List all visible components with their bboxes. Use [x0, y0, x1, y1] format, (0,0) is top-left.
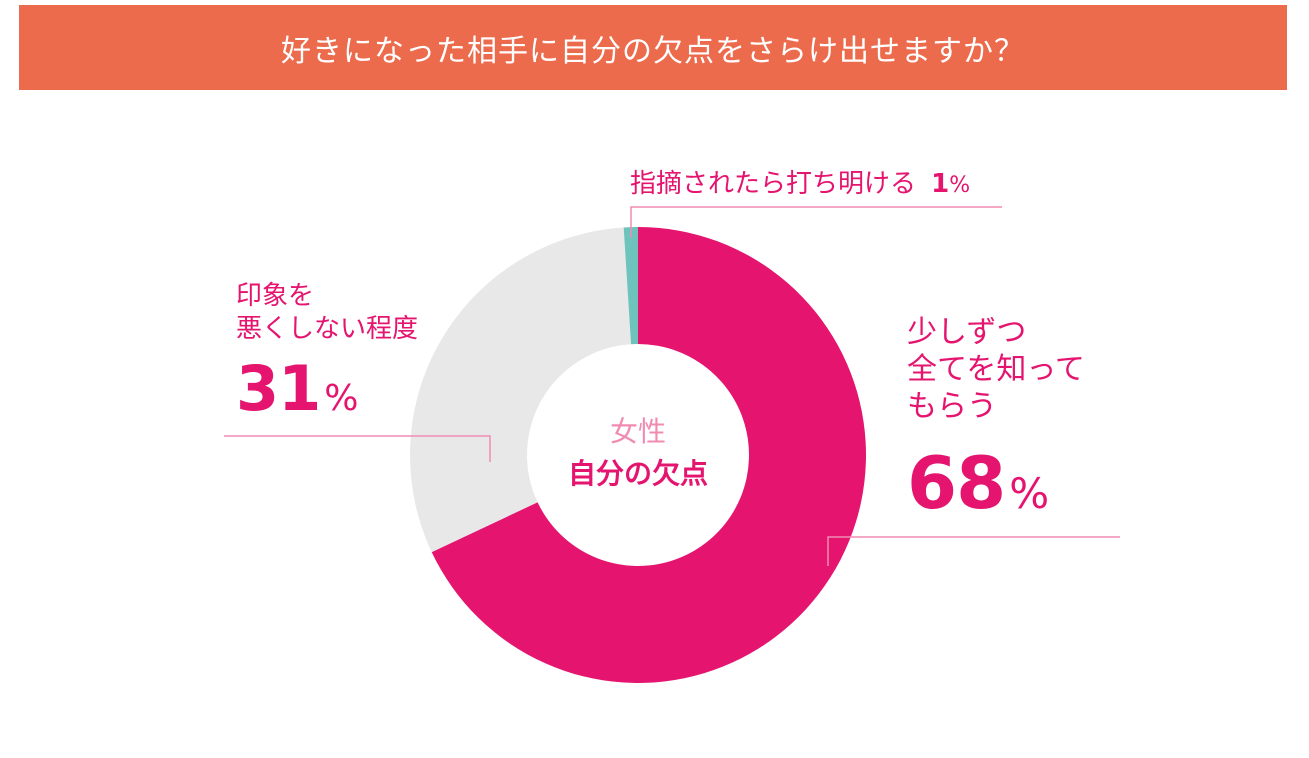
center-label-bottom: 自分の欠点 [567, 457, 708, 490]
leader-line-small [630, 206, 1002, 238]
label-small-slice: 指摘されたら打ち明ける 1% [630, 163, 970, 200]
label-right-line2: 全てを知って [907, 352, 1085, 387]
slice-small [623, 227, 638, 345]
donut-slices [409, 227, 867, 684]
label-left-pct: 31 [236, 352, 321, 425]
label-right-line3: もらう [907, 389, 997, 424]
label-left-slice: 印象を 悪くしない程度 31% [236, 280, 418, 420]
slice-main [431, 227, 867, 684]
slice-secondary [409, 227, 632, 553]
title-bar: 好きになった相手に自分の欠点をさらけ出せますか？ [19, 5, 1287, 90]
label-small-pct: 1 [931, 169, 950, 199]
label-left-line2: 悪くしない程度 [236, 314, 419, 344]
label-right-line1: 少しずつ [907, 315, 1027, 350]
label-small-unit: % [949, 173, 971, 198]
center-label-top: 女性 [609, 415, 666, 448]
page-title: 好きになった相手に自分の欠点をさらけ出せますか？ [281, 33, 1025, 69]
label-small-text: 指摘されたら打ち明ける [630, 169, 917, 199]
leader-lines [224, 206, 1120, 566]
label-right-pct: 68 [907, 441, 1006, 525]
label-left-unit: % [324, 378, 359, 419]
label-right-slice: 少しずつ 全てを知って もらう 68% [907, 314, 1085, 519]
label-right-unit: % [1009, 469, 1050, 518]
leader-line-left [224, 435, 491, 462]
label-left-line1: 印象を [236, 281, 315, 311]
leader-line-right [827, 536, 1120, 566]
